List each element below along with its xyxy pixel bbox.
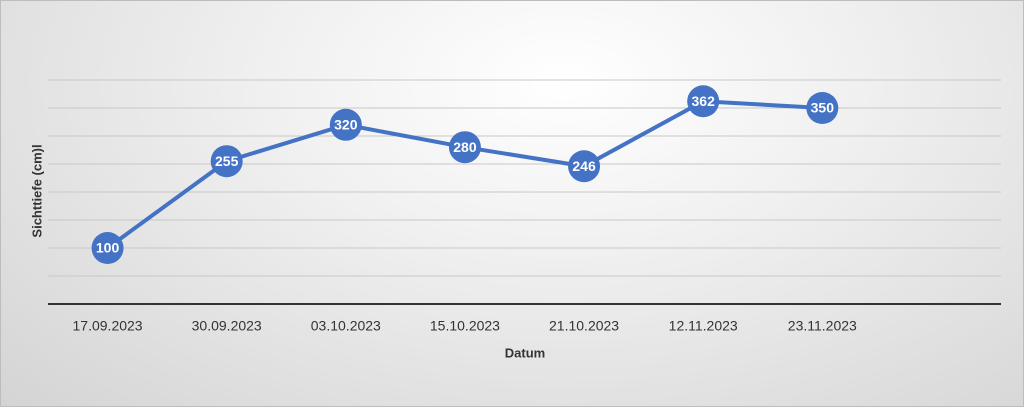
data-label: 280 <box>453 139 477 155</box>
x-axis-label: Datum <box>505 345 545 360</box>
data-label: 246 <box>572 158 596 174</box>
x-tick-label: 12.11.2023 <box>669 318 738 334</box>
x-tick-label: 17.09.2023 <box>73 318 143 334</box>
data-label: 255 <box>215 153 239 169</box>
data-label: 350 <box>811 100 835 116</box>
data-label: 100 <box>96 240 120 256</box>
x-tick-label: 03.10.2023 <box>311 318 381 334</box>
line <box>106 99 823 250</box>
point <box>568 150 601 183</box>
data-label: 362 <box>692 93 716 109</box>
point <box>91 232 124 264</box>
point <box>806 92 839 124</box>
data-label: 320 <box>334 117 358 133</box>
x-tick-label: 30.09.2023 <box>192 318 262 334</box>
x-tick-label: 15.10.2023 <box>430 318 500 334</box>
point <box>329 108 362 141</box>
point <box>448 131 481 164</box>
point <box>210 145 243 178</box>
x-tick-label: 21.10.2023 <box>549 318 619 334</box>
y-axis-label: Sichttiefe (cm)l <box>29 144 44 237</box>
point <box>687 85 720 118</box>
x-tick-label: 23.11.2023 <box>788 318 857 334</box>
